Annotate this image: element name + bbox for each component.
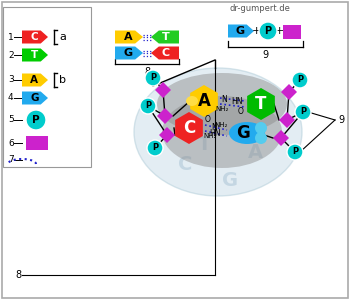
- Text: O: O: [238, 107, 244, 116]
- Polygon shape: [159, 127, 175, 143]
- Text: P: P: [32, 115, 40, 125]
- FancyBboxPatch shape: [26, 136, 48, 150]
- Polygon shape: [115, 46, 143, 59]
- Text: 4: 4: [8, 94, 14, 103]
- Text: P: P: [265, 26, 272, 36]
- Polygon shape: [273, 130, 289, 146]
- Text: 8: 8: [15, 270, 21, 280]
- Circle shape: [26, 110, 46, 130]
- Text: C: C: [30, 32, 38, 42]
- Text: 8: 8: [144, 67, 150, 77]
- Text: HN: HN: [209, 128, 221, 137]
- Circle shape: [292, 72, 308, 88]
- Circle shape: [255, 132, 267, 144]
- Text: C: C: [162, 48, 170, 58]
- Text: P: P: [145, 101, 151, 110]
- Text: 3: 3: [8, 76, 14, 85]
- Text: P: P: [152, 143, 158, 152]
- Polygon shape: [22, 92, 48, 104]
- Text: C: C: [183, 119, 195, 137]
- Text: b: b: [59, 75, 66, 85]
- Text: P: P: [292, 148, 298, 157]
- Polygon shape: [157, 108, 173, 124]
- Circle shape: [140, 98, 156, 114]
- Text: G: G: [236, 26, 245, 36]
- Circle shape: [295, 104, 311, 120]
- Ellipse shape: [186, 96, 198, 106]
- Polygon shape: [190, 85, 218, 117]
- Polygon shape: [151, 31, 179, 44]
- Circle shape: [145, 70, 161, 86]
- Polygon shape: [247, 88, 275, 120]
- Polygon shape: [228, 25, 254, 38]
- Ellipse shape: [134, 68, 302, 196]
- Text: T: T: [198, 136, 212, 154]
- Polygon shape: [155, 82, 171, 98]
- Text: 7: 7: [8, 155, 14, 164]
- Circle shape: [259, 22, 277, 40]
- Text: dr-gumpert.de: dr-gumpert.de: [229, 4, 290, 13]
- Text: +: +: [274, 26, 284, 36]
- Text: 2: 2: [8, 50, 14, 59]
- Circle shape: [287, 144, 303, 160]
- Ellipse shape: [157, 73, 287, 135]
- Text: a: a: [59, 32, 66, 42]
- Polygon shape: [279, 112, 295, 128]
- Polygon shape: [151, 46, 179, 59]
- Text: P: P: [150, 74, 156, 82]
- Text: G: G: [30, 93, 38, 103]
- Ellipse shape: [162, 96, 282, 168]
- Text: A: A: [30, 75, 38, 85]
- Text: O: O: [205, 116, 211, 124]
- Text: NH₂: NH₂: [215, 106, 229, 112]
- Text: 9: 9: [262, 50, 268, 60]
- Polygon shape: [115, 31, 143, 44]
- Ellipse shape: [229, 122, 265, 144]
- Text: T: T: [31, 50, 38, 60]
- Polygon shape: [22, 74, 48, 86]
- Text: G: G: [222, 170, 238, 190]
- Text: 5: 5: [8, 116, 14, 124]
- Polygon shape: [22, 49, 48, 62]
- Text: NH₂: NH₂: [203, 133, 217, 139]
- Text: G: G: [236, 124, 250, 142]
- Text: A: A: [197, 92, 210, 110]
- Text: T: T: [255, 95, 267, 113]
- Text: G: G: [124, 48, 133, 58]
- Text: 9: 9: [338, 115, 344, 125]
- Circle shape: [147, 140, 163, 156]
- Text: NH₂: NH₂: [214, 122, 228, 128]
- Text: P: P: [300, 107, 306, 116]
- Text: N: N: [211, 124, 217, 133]
- Polygon shape: [281, 84, 297, 100]
- Text: A: A: [124, 32, 133, 42]
- Polygon shape: [22, 31, 48, 44]
- Circle shape: [255, 122, 267, 134]
- FancyBboxPatch shape: [3, 7, 91, 167]
- FancyBboxPatch shape: [283, 25, 301, 39]
- Text: P: P: [297, 76, 303, 85]
- Text: +: +: [251, 26, 261, 36]
- Polygon shape: [175, 112, 203, 144]
- Text: HN: HN: [231, 98, 243, 106]
- Text: N: N: [221, 94, 227, 103]
- Text: C: C: [178, 155, 192, 175]
- Text: 6: 6: [8, 139, 14, 148]
- Text: T: T: [162, 32, 170, 42]
- Text: A: A: [247, 142, 262, 161]
- FancyBboxPatch shape: [2, 2, 348, 298]
- Text: 1: 1: [8, 32, 14, 41]
